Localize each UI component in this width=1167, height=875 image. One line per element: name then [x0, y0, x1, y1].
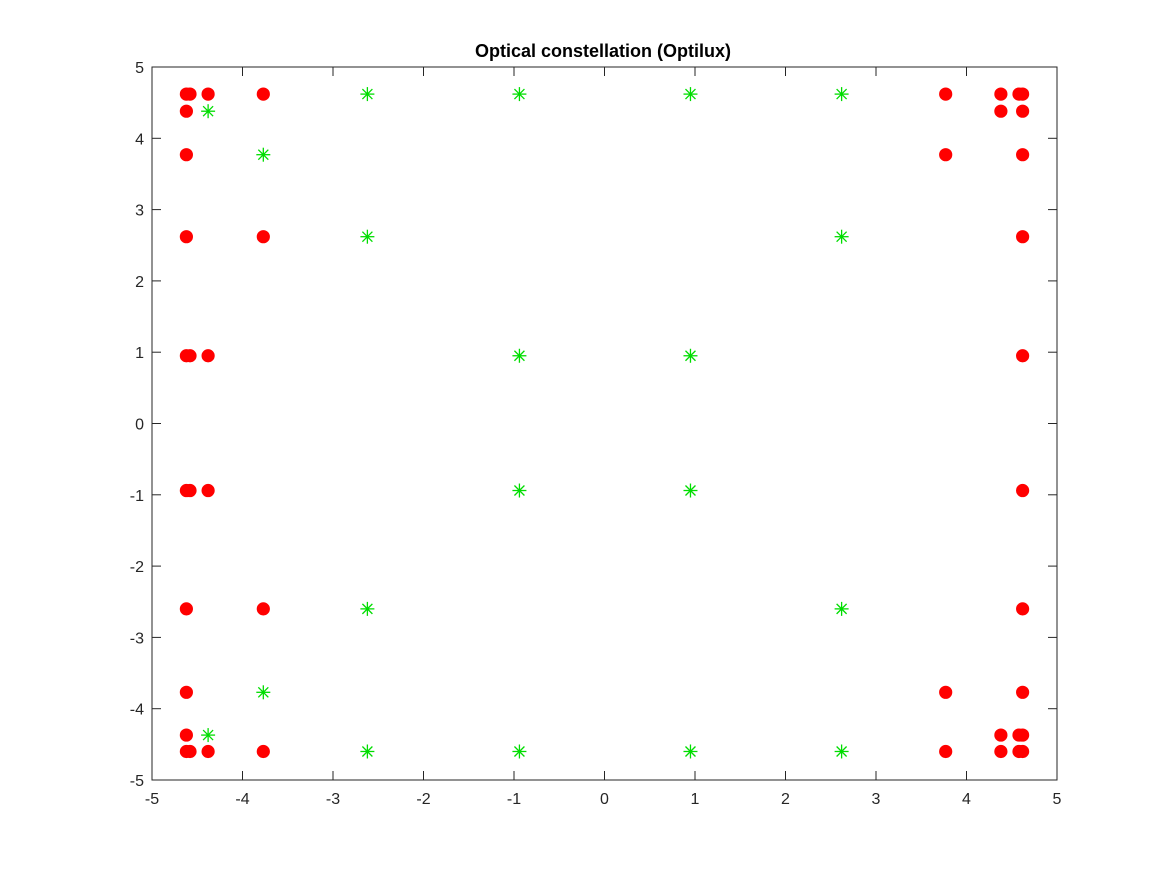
y-tick-label: 3	[135, 203, 144, 220]
red-point	[1016, 728, 1030, 742]
x-tick-label: -5	[145, 791, 159, 808]
red-point	[183, 744, 197, 759]
green-point	[360, 744, 375, 759]
chart-title: Optical constellation (Optilux)	[475, 41, 731, 61]
green-point	[683, 744, 698, 759]
y-tick-label: 1	[135, 345, 144, 362]
red-point	[183, 349, 197, 363]
axis-tick-labels: -5 -4 -3 -2 -1 0 1 2 3 4 5 -5 -4 -3 -2 -1 0 1 2 3 4 5	[130, 60, 1062, 808]
green-point	[360, 601, 375, 616]
red-point	[1016, 483, 1030, 498]
x-tick-label: -4	[235, 791, 249, 808]
y-tick-label: -5	[130, 773, 144, 790]
y-tick-label: -2	[130, 559, 144, 576]
green-point	[683, 87, 698, 102]
red-point	[183, 483, 197, 498]
green-point	[201, 104, 216, 119]
green-point	[512, 483, 527, 498]
red-point	[939, 685, 953, 699]
red-point	[939, 148, 953, 162]
red-point	[1016, 349, 1030, 363]
red-point	[179, 148, 193, 162]
red-point	[256, 744, 270, 759]
red-point	[256, 87, 270, 101]
x-tick-label: 2	[781, 791, 790, 808]
red-point	[994, 104, 1008, 118]
green-point	[512, 744, 527, 759]
green-point	[683, 348, 698, 363]
red-point	[256, 230, 270, 244]
data-markers	[179, 87, 1030, 759]
green-point	[834, 744, 849, 759]
red-point	[201, 744, 215, 759]
red-point	[183, 87, 197, 101]
red-point	[1016, 685, 1030, 699]
x-tick-label: 0	[600, 791, 609, 808]
red-point	[256, 602, 270, 616]
green-point	[360, 87, 375, 102]
axes-box	[151, 66, 1058, 781]
red-point	[201, 349, 215, 363]
x-tick-label: 4	[962, 791, 971, 808]
green-point	[834, 601, 849, 616]
green-point	[683, 483, 698, 498]
red-point	[179, 685, 193, 699]
red-point	[201, 483, 215, 498]
red-point	[1016, 230, 1030, 244]
green-point	[834, 87, 849, 102]
x-tick-label: -1	[507, 791, 521, 808]
x-tick-label: -2	[416, 791, 430, 808]
axes-frame	[151, 66, 1058, 781]
red-point	[939, 87, 953, 101]
red-point	[994, 744, 1008, 759]
axis-ticks	[151, 66, 1058, 781]
y-tick-label: 5	[135, 60, 144, 77]
red-point	[1016, 744, 1030, 759]
y-tick-label: -1	[130, 488, 144, 505]
red-point	[201, 87, 215, 101]
x-tick-label: 5	[1053, 791, 1062, 808]
green-point	[256, 685, 271, 700]
y-tick-label: 2	[135, 274, 144, 291]
x-tick-label: -3	[326, 791, 340, 808]
x-tick-label: 1	[691, 791, 700, 808]
red-point	[179, 230, 193, 244]
red-point	[994, 87, 1008, 101]
y-tick-label: -3	[130, 630, 144, 647]
green-point	[834, 229, 849, 244]
green-point	[256, 147, 271, 162]
red-point	[994, 728, 1008, 742]
red-point	[1016, 104, 1030, 118]
y-tick-label: 4	[135, 131, 144, 148]
red-point	[1016, 602, 1030, 616]
y-tick-label: 0	[135, 417, 144, 434]
red-point	[179, 728, 193, 742]
y-tick-label: -4	[130, 702, 144, 719]
green-point	[360, 229, 375, 244]
green-point	[512, 348, 527, 363]
green-point	[201, 728, 216, 743]
red-point	[179, 602, 193, 616]
x-tick-label: 3	[872, 791, 881, 808]
red-point	[179, 104, 193, 118]
red-point	[939, 744, 953, 759]
red-point	[1016, 87, 1030, 101]
red-point	[1016, 148, 1030, 162]
green-point	[512, 87, 527, 102]
